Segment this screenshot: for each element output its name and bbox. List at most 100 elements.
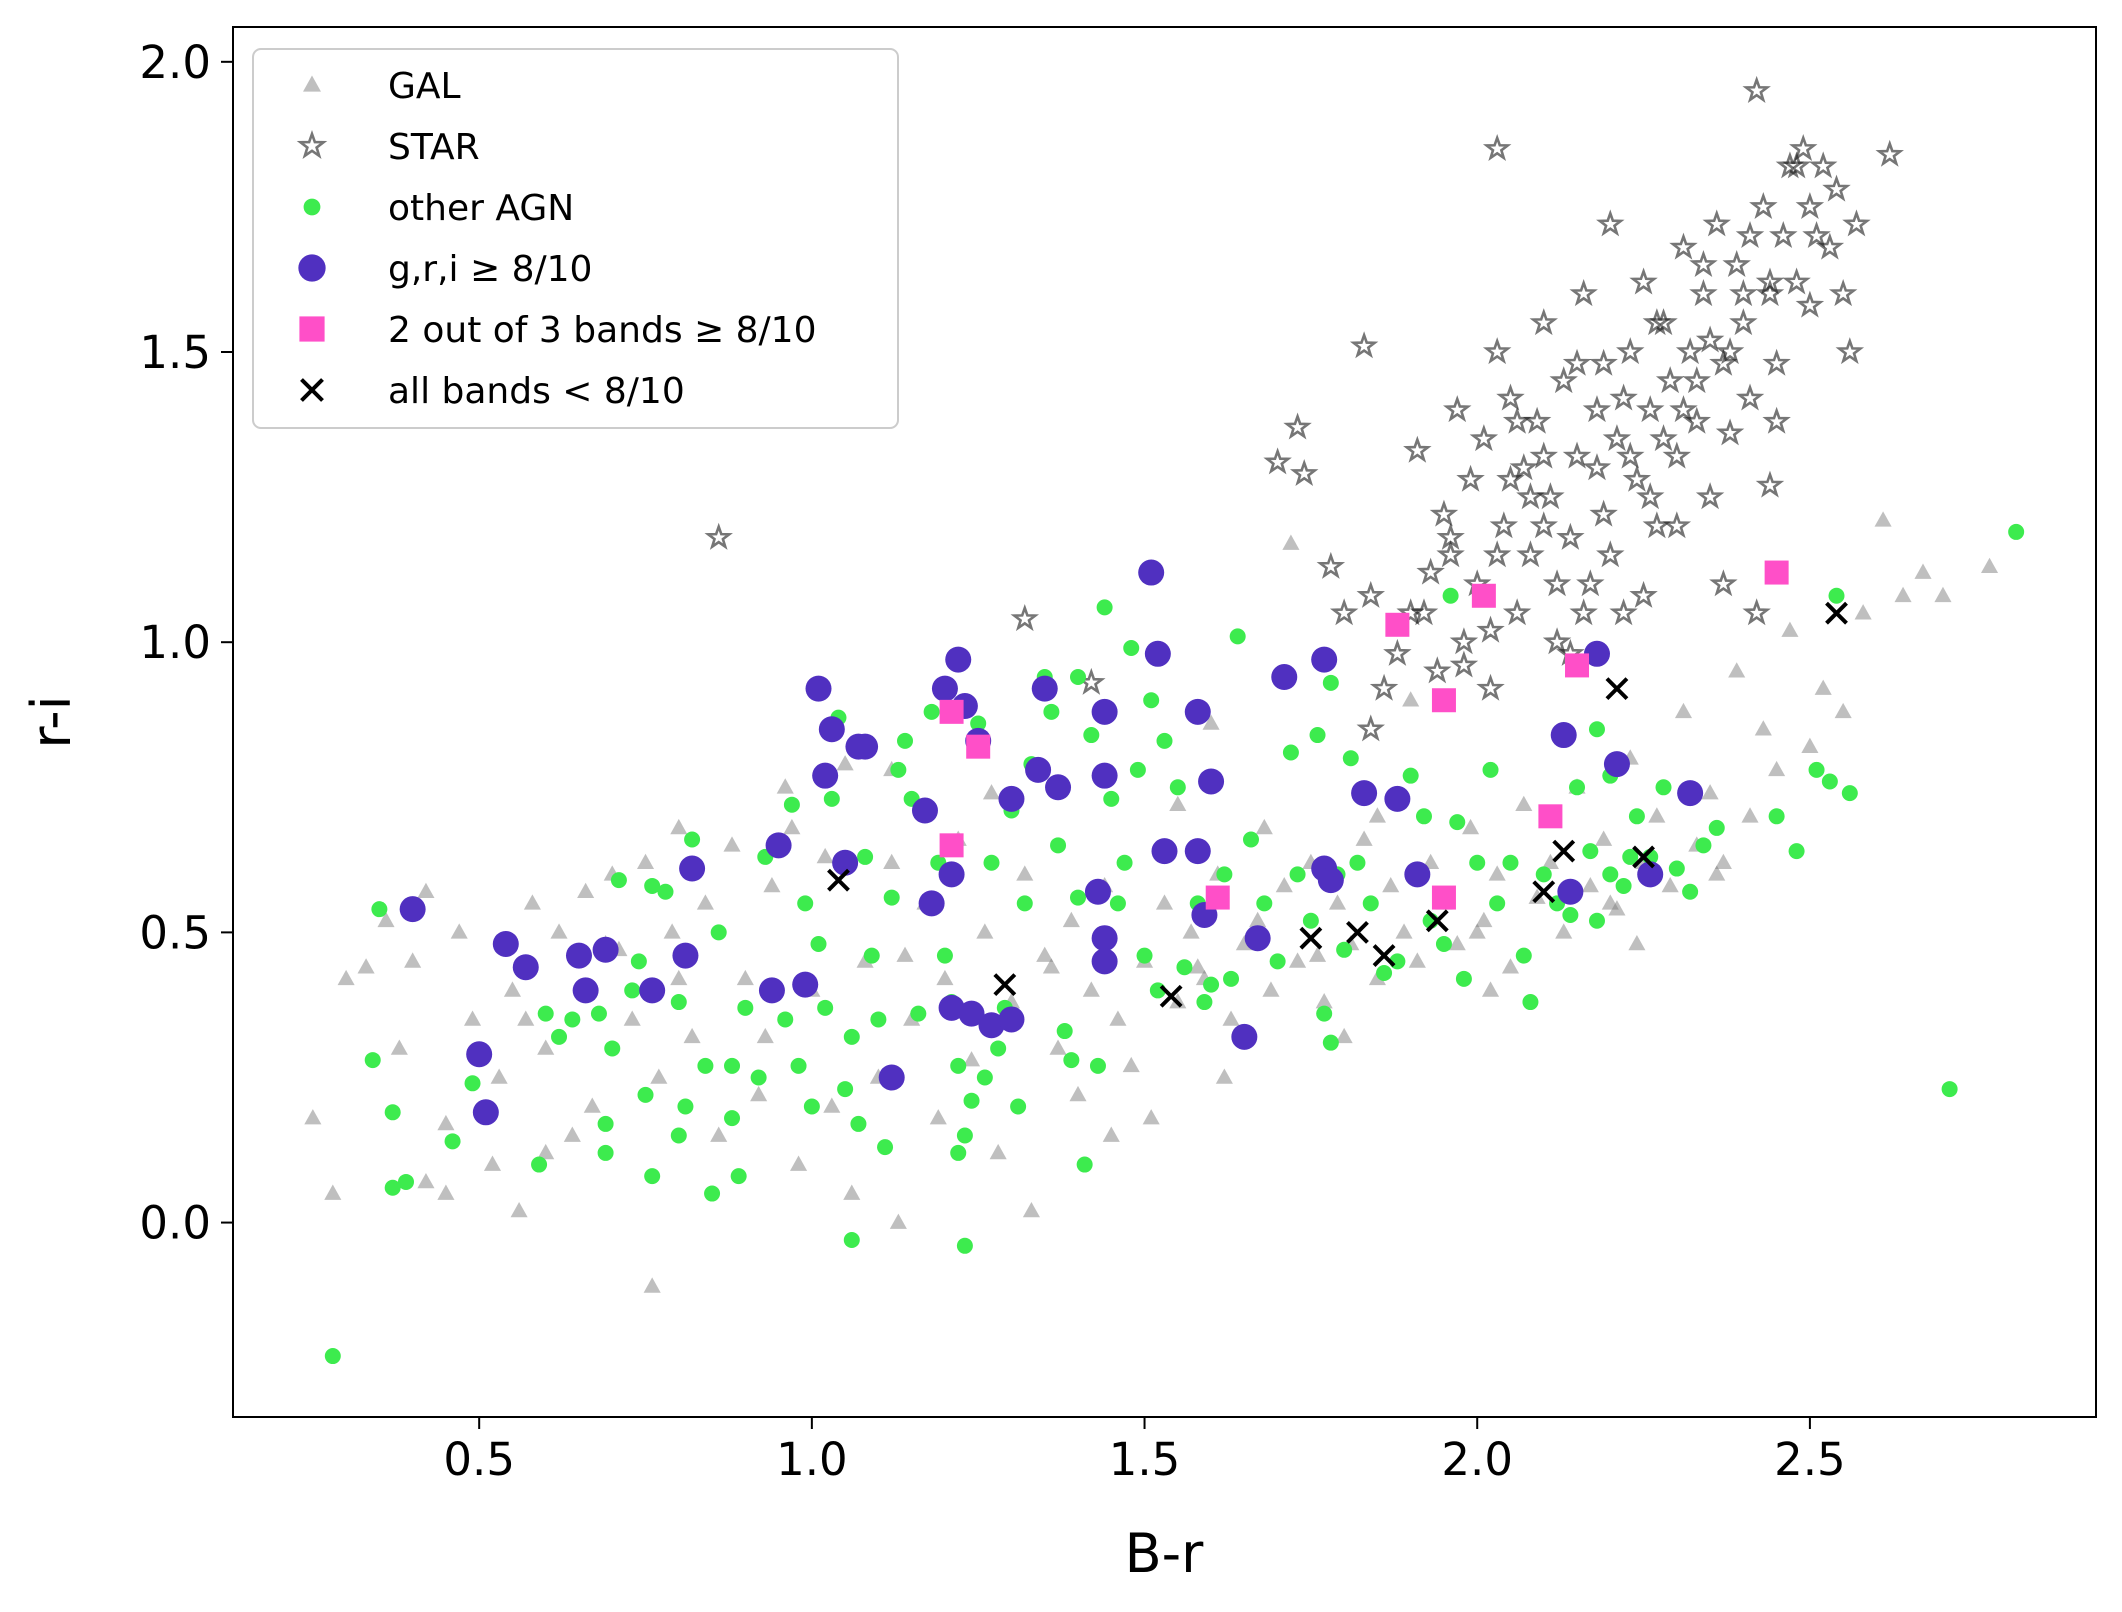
data-point xyxy=(531,1156,548,1173)
data-point xyxy=(1701,784,1719,800)
data-point xyxy=(810,935,827,952)
data-point xyxy=(437,1184,455,1200)
legend-marker xyxy=(303,75,321,92)
data-point xyxy=(1144,640,1171,667)
legend-label: g,r,i ≥ 8/10 xyxy=(388,249,592,290)
data-point xyxy=(863,947,880,964)
legend-label: GAL xyxy=(388,66,461,107)
data-point xyxy=(1069,1085,1087,1102)
data-point xyxy=(1182,923,1200,939)
data-point xyxy=(750,1085,768,1102)
data-point xyxy=(644,1168,661,1185)
data-point xyxy=(1151,838,1178,865)
legend-entry-all-bands-lt-8-10: all bands < 8/10 xyxy=(300,371,685,412)
data-point xyxy=(790,1057,807,1074)
data-point xyxy=(1555,923,1573,939)
data-point xyxy=(563,1126,581,1142)
data-point xyxy=(417,1172,435,1189)
data-point xyxy=(1501,958,1520,974)
data-point xyxy=(931,675,958,702)
data-point xyxy=(1096,599,1113,616)
data-point xyxy=(950,1057,967,1074)
data-point xyxy=(1176,959,1193,976)
data-point xyxy=(643,1277,661,1293)
data-point xyxy=(1515,795,1533,812)
data-point xyxy=(1184,698,1211,725)
data-point xyxy=(1834,702,1852,719)
data-point xyxy=(939,699,964,724)
data-point xyxy=(1016,895,1033,912)
data-point xyxy=(537,1039,555,1055)
data-point xyxy=(1435,935,1452,952)
data-point xyxy=(517,1010,535,1026)
data-point xyxy=(417,882,435,899)
data-point xyxy=(1475,911,1493,928)
data-point xyxy=(1336,941,1353,958)
data-point xyxy=(1814,679,1832,695)
data-point xyxy=(730,1168,747,1185)
data-point xyxy=(1335,1027,1353,1044)
data-point xyxy=(1395,923,1413,939)
data-point xyxy=(1169,795,1187,812)
data-point xyxy=(1628,808,1645,825)
data-point xyxy=(1271,664,1298,691)
data-point xyxy=(1874,511,1892,527)
data-point xyxy=(983,854,1000,871)
data-point xyxy=(1980,557,1999,574)
data-point xyxy=(1255,818,1273,835)
data-point xyxy=(710,924,727,941)
data-point xyxy=(1275,876,1293,893)
data-point xyxy=(911,797,938,824)
data-point xyxy=(523,894,541,910)
data-point xyxy=(1322,1034,1339,1051)
data-point xyxy=(1825,601,1848,625)
data-point xyxy=(1282,744,1299,761)
data-point xyxy=(1781,621,1799,637)
data-point xyxy=(512,954,539,981)
data-point xyxy=(1622,848,1639,865)
legend-entry-gal: GAL xyxy=(303,66,461,107)
data-point xyxy=(998,1006,1025,1033)
data-point xyxy=(1588,912,1605,929)
data-point xyxy=(883,853,901,870)
data-point xyxy=(670,969,688,986)
legend-entry-other-agn: other AGN xyxy=(303,188,574,229)
data-point xyxy=(1431,688,1456,713)
data-point xyxy=(1223,970,1240,987)
data-point xyxy=(850,1115,867,1132)
data-point xyxy=(636,853,655,870)
data-point xyxy=(1355,830,1373,846)
x-tick-label: 2.5 xyxy=(1774,1433,1846,1486)
x-tick-label: 1.0 xyxy=(776,1433,848,1486)
data-point xyxy=(724,1110,741,1127)
data-point xyxy=(650,1068,668,1084)
data-point xyxy=(1588,721,1605,738)
data-point xyxy=(998,785,1025,812)
data-point xyxy=(1602,866,1619,883)
data-point xyxy=(630,953,647,970)
data-point xyxy=(623,1010,641,1026)
data-point xyxy=(878,1064,905,1091)
data-point xyxy=(1269,953,1286,970)
data-point xyxy=(823,790,840,807)
data-point xyxy=(2008,523,2025,540)
data-point xyxy=(1362,895,1379,912)
data-point xyxy=(1854,604,1872,620)
data-point xyxy=(1289,866,1306,883)
data-point xyxy=(1468,923,1486,939)
data-point xyxy=(990,1040,1007,1057)
data-point xyxy=(597,1115,614,1132)
data-point xyxy=(1036,946,1054,962)
data-point xyxy=(843,1184,861,1200)
data-point xyxy=(1488,865,1506,881)
data-point xyxy=(1402,767,1419,784)
data-point xyxy=(1070,889,1087,906)
y-axis: 0.0 0.5 1.0 1.5 2.0 xyxy=(139,36,233,1250)
data-point xyxy=(923,703,940,720)
data-point xyxy=(679,855,706,882)
data-point xyxy=(1481,981,1500,997)
data-point xyxy=(551,1028,568,1045)
data-point xyxy=(776,778,794,794)
data-point xyxy=(803,1098,820,1115)
data-point xyxy=(1368,807,1386,823)
